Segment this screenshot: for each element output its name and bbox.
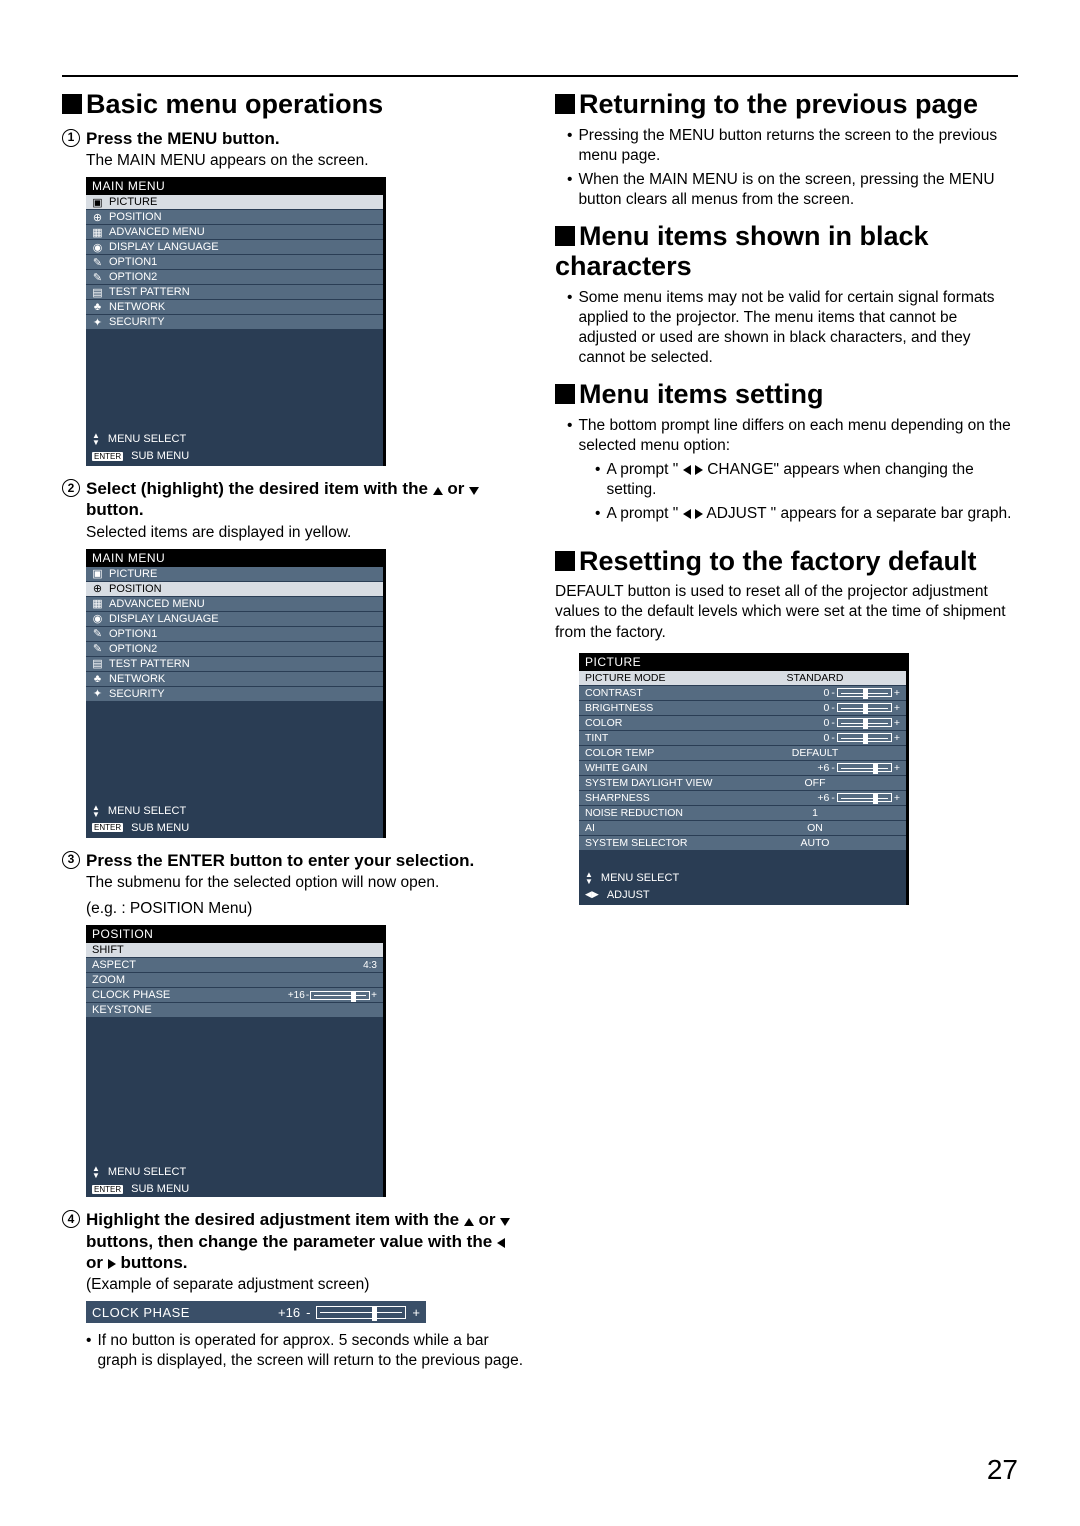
menu-row: ▦ADVANCED MENU — [86, 225, 383, 239]
step-4-body1: (Example of separate adjustment screen) — [86, 1275, 525, 1295]
pos-row-shift: SHIFT — [86, 943, 383, 957]
menu-foot-sub: SUB MENU — [131, 450, 189, 462]
main-menu-1: MAIN MENU ▣PICTURE ⊕POSITION ▦ADVANCED M… — [86, 177, 386, 466]
pic-row: AION — [579, 821, 906, 835]
adjbar-label: CLOCK PHASE — [92, 1305, 272, 1320]
step-3: 3 Press the ENTER button to enter your s… — [62, 850, 525, 871]
right-arrow-icon — [695, 465, 703, 475]
menu-row: ⊕POSITION — [86, 210, 383, 224]
heading-factory-default: Resetting to the factory default — [555, 547, 1018, 577]
left-arrow-icon — [497, 1238, 505, 1248]
menu-row: ✎OPTION1 — [86, 627, 383, 641]
adjustment-bar: CLOCK PHASE +16 -+ — [86, 1301, 426, 1323]
adjbar-value: +16 — [278, 1305, 300, 1320]
pos-row: KEYSTONE — [86, 1003, 383, 1017]
step-4-bullet: If no button is operated for approx. 5 s… — [86, 1331, 525, 1371]
right-column: Returning to the previous page Pressing … — [555, 90, 1018, 1375]
right-arrow-icon — [108, 1259, 116, 1269]
menu-row: ✎OPTION2 — [86, 642, 383, 656]
enter-key-icon: ENTER — [92, 452, 123, 461]
menu-foot-select: MENU SELECT — [108, 433, 186, 445]
pic-row: SHARPNESS+6-+ — [579, 791, 906, 805]
circled-3-icon: 3 — [62, 851, 80, 869]
page-number: 27 — [987, 1454, 1018, 1486]
bullet: When the MAIN MENU is on the screen, pre… — [567, 170, 1018, 210]
pic-row: BRIGHTNESS0-+ — [579, 701, 906, 715]
pic-row: NOISE REDUCTION1 — [579, 806, 906, 820]
step-4: 4 Highlight the desired adjustment item … — [62, 1209, 525, 1273]
circled-4-icon: 4 — [62, 1210, 80, 1228]
pic-row: TINT0-+ — [579, 731, 906, 745]
main-menu-2: MAIN MENU ▣PICTURE ⊕POSITION ▦ADVANCED M… — [86, 549, 386, 838]
bullet: The bottom prompt line differs on each m… — [567, 416, 1018, 456]
down-arrow-icon — [500, 1218, 510, 1226]
up-arrow-icon — [433, 487, 443, 495]
left-arrow-icon — [683, 465, 691, 475]
heading-black-chars: Menu items shown in black characters — [555, 222, 1018, 281]
left-arrow-icon — [683, 509, 691, 519]
left-column: Basic menu operations 1 Press the MENU b… — [62, 90, 525, 1375]
step-3-title: Press the ENTER button to enter your sel… — [86, 850, 525, 871]
menu-row-picture: ▣PICTURE — [86, 195, 383, 209]
top-rule — [62, 75, 1018, 77]
picture-menu: PICTURE PICTURE MODESTANDARD CONTRAST0-+… — [579, 653, 909, 905]
sub-bullet: A prompt " ADJUST " appears for a separa… — [595, 504, 1018, 524]
step-1: 1 Press the MENU button. — [62, 128, 525, 149]
heading-basic-menu: Basic menu operations — [62, 90, 525, 120]
sub-bullet: A prompt " CHANGE" appears when changing… — [595, 460, 1018, 500]
menu-row: ▦ADVANCED MENU — [86, 597, 383, 611]
pic-row: COLOR TEMPDEFAULT — [579, 746, 906, 760]
menu-row: ▤TEST PATTERN — [86, 285, 383, 299]
menu-row: ✎OPTION2 — [86, 270, 383, 284]
heading-text: Basic menu operations — [86, 89, 383, 119]
menu-row: ♣NETWORK — [86, 300, 383, 314]
menu-row: ▣PICTURE — [86, 567, 383, 581]
menu-title: MAIN MENU — [86, 549, 386, 567]
menu-row: ▤TEST PATTERN — [86, 657, 383, 671]
step-3-body2: (e.g. : POSITION Menu) — [86, 899, 525, 919]
menu-row: ◉DISPLAY LANGUAGE — [86, 240, 383, 254]
heading-returning: Returning to the previous page — [555, 90, 1018, 120]
pic-row: PICTURE MODESTANDARD — [579, 671, 906, 685]
menu-title: MAIN MENU — [86, 177, 386, 195]
pos-row: ZOOM — [86, 973, 383, 987]
step-3-body1: The submenu for the selected option will… — [86, 873, 525, 893]
pic-row: SYSTEM SELECTORAUTO — [579, 836, 906, 850]
step-1-title: Press the MENU button. — [86, 128, 525, 149]
pos-row: CLOCK PHASE+16-+ — [86, 988, 383, 1002]
pic-row: CONTRAST0-+ — [579, 686, 906, 700]
pic-row: COLOR0-+ — [579, 716, 906, 730]
right-arrow-icon — [695, 509, 703, 519]
menu-row: ✦SECURITY — [86, 687, 383, 701]
step-2: 2 Select (highlight) the desired item wi… — [62, 478, 525, 521]
bullet: Some menu items may not be valid for cer… — [567, 288, 1018, 369]
factory-default-body: DEFAULT button is used to reset all of t… — [555, 582, 1018, 642]
menu-title: PICTURE — [579, 653, 909, 671]
bullet: Pressing the MENU button returns the scr… — [567, 126, 1018, 166]
step-2-body: Selected items are displayed in yellow. — [86, 523, 525, 543]
menu-title: POSITION — [86, 925, 386, 943]
step-1-body: The MAIN MENU appears on the screen. — [86, 151, 525, 171]
menu-row: ♣NETWORK — [86, 672, 383, 686]
circled-2-icon: 2 — [62, 479, 80, 497]
down-arrow-icon — [469, 487, 479, 495]
up-arrow-icon — [464, 1218, 474, 1226]
position-menu: POSITION SHIFT ASPECT4:3 ZOOM CLOCK PHAS… — [86, 925, 386, 1197]
pic-row: SYSTEM DAYLIGHT VIEWOFF — [579, 776, 906, 790]
pos-row: ASPECT4:3 — [86, 958, 383, 972]
heading-menu-setting: Menu items setting — [555, 380, 1018, 410]
menu-row-position-selected: ⊕POSITION — [86, 582, 383, 596]
pic-row: WHITE GAIN+6-+ — [579, 761, 906, 775]
circled-1-icon: 1 — [62, 129, 80, 147]
menu-row: ✎OPTION1 — [86, 255, 383, 269]
menu-row: ✦SECURITY — [86, 315, 383, 329]
menu-row: ◉DISPLAY LANGUAGE — [86, 612, 383, 626]
